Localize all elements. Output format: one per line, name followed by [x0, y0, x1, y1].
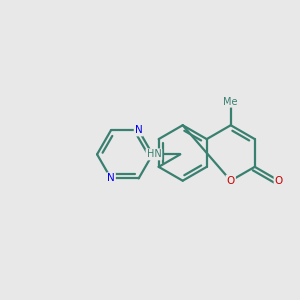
- Text: O: O: [275, 176, 283, 186]
- Text: Me: Me: [224, 97, 238, 107]
- Text: HN: HN: [147, 149, 161, 159]
- Text: N: N: [135, 125, 142, 135]
- Text: N: N: [107, 173, 115, 183]
- Text: O: O: [226, 176, 235, 186]
